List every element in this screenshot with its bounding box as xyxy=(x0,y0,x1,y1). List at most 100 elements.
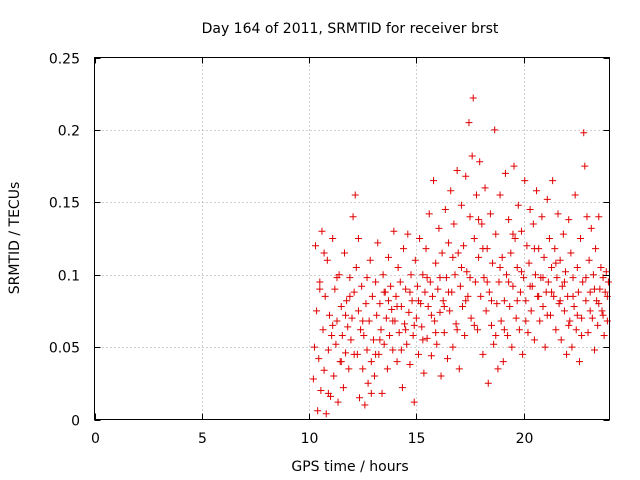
data-point xyxy=(346,274,354,282)
data-point xyxy=(602,268,610,276)
data-point xyxy=(372,350,380,358)
data-point xyxy=(465,119,473,127)
data-point xyxy=(368,292,376,300)
data-point xyxy=(436,308,444,316)
data-point xyxy=(592,245,600,253)
data-point xyxy=(471,278,479,286)
data-point xyxy=(345,365,353,373)
data-point xyxy=(446,307,454,315)
data-point xyxy=(604,278,612,286)
data-point xyxy=(387,282,395,290)
data-point xyxy=(587,224,595,232)
data-point xyxy=(585,256,593,264)
data-point xyxy=(513,263,521,271)
data-point xyxy=(440,303,448,311)
data-point xyxy=(543,311,551,319)
data-point xyxy=(573,311,581,319)
data-point xyxy=(406,288,414,296)
data-point xyxy=(460,242,468,250)
data-point xyxy=(527,307,535,315)
data-point xyxy=(466,213,474,221)
data-point xyxy=(435,224,443,232)
data-point xyxy=(496,191,504,199)
data-point xyxy=(331,285,339,293)
data-point xyxy=(568,343,576,351)
data-point xyxy=(462,172,470,180)
data-point xyxy=(501,169,509,177)
data-point xyxy=(431,317,439,325)
data-point xyxy=(420,369,428,377)
data-point xyxy=(422,245,430,253)
data-point xyxy=(464,292,472,300)
data-point xyxy=(378,389,386,397)
data-point xyxy=(598,307,606,315)
data-point xyxy=(510,162,518,170)
data-point xyxy=(504,332,512,340)
data-point xyxy=(485,288,493,296)
data-point xyxy=(405,308,413,316)
data-point xyxy=(509,282,517,290)
data-point xyxy=(337,358,345,366)
data-point xyxy=(463,268,471,276)
data-point xyxy=(466,274,474,282)
data-point xyxy=(441,206,449,214)
data-point xyxy=(544,278,552,286)
data-point xyxy=(548,288,556,296)
data-point xyxy=(545,235,553,242)
data-point xyxy=(363,346,371,354)
data-point xyxy=(535,292,543,300)
data-point xyxy=(408,297,416,305)
data-point xyxy=(452,320,460,328)
data-point xyxy=(590,285,598,293)
data-point xyxy=(476,158,484,166)
data-point xyxy=(310,343,318,351)
data-point xyxy=(470,321,478,329)
data-point xyxy=(350,288,358,296)
data-point xyxy=(364,379,372,387)
data-point xyxy=(572,326,580,334)
data-point xyxy=(421,288,429,296)
data-point xyxy=(493,300,501,308)
data-point xyxy=(470,235,478,242)
data-point xyxy=(457,263,465,271)
data-point xyxy=(474,326,482,334)
data-point xyxy=(432,259,440,267)
data-point xyxy=(401,320,409,328)
data-point xyxy=(582,274,590,282)
data-point xyxy=(484,379,492,387)
data-point xyxy=(566,317,574,325)
data-point xyxy=(589,271,597,279)
data-point xyxy=(491,126,499,134)
data-point xyxy=(404,230,412,238)
data-point xyxy=(586,307,594,315)
data-point xyxy=(525,259,533,267)
data-point xyxy=(343,297,351,305)
data-point xyxy=(410,398,418,406)
data-point xyxy=(379,271,387,279)
data-point xyxy=(565,216,573,224)
data-point xyxy=(571,191,579,199)
data-point xyxy=(357,326,365,334)
data-point xyxy=(461,332,469,340)
data-point xyxy=(552,326,560,334)
data-point xyxy=(560,278,568,286)
data-point xyxy=(392,292,400,300)
data-point xyxy=(457,201,465,209)
data-point xyxy=(347,336,355,344)
data-point xyxy=(346,292,354,300)
data-point xyxy=(565,321,573,329)
data-point xyxy=(520,274,528,282)
data-point xyxy=(358,282,366,290)
data-point xyxy=(318,227,326,235)
data-point xyxy=(380,288,388,296)
data-point xyxy=(494,365,502,373)
data-point xyxy=(594,321,602,329)
data-point xyxy=(569,292,577,300)
data-point xyxy=(451,271,459,279)
data-point xyxy=(479,245,487,253)
data-point xyxy=(369,336,377,344)
data-point xyxy=(522,297,530,305)
data-point xyxy=(416,235,424,242)
data-point xyxy=(359,317,367,325)
data-point xyxy=(406,360,414,368)
